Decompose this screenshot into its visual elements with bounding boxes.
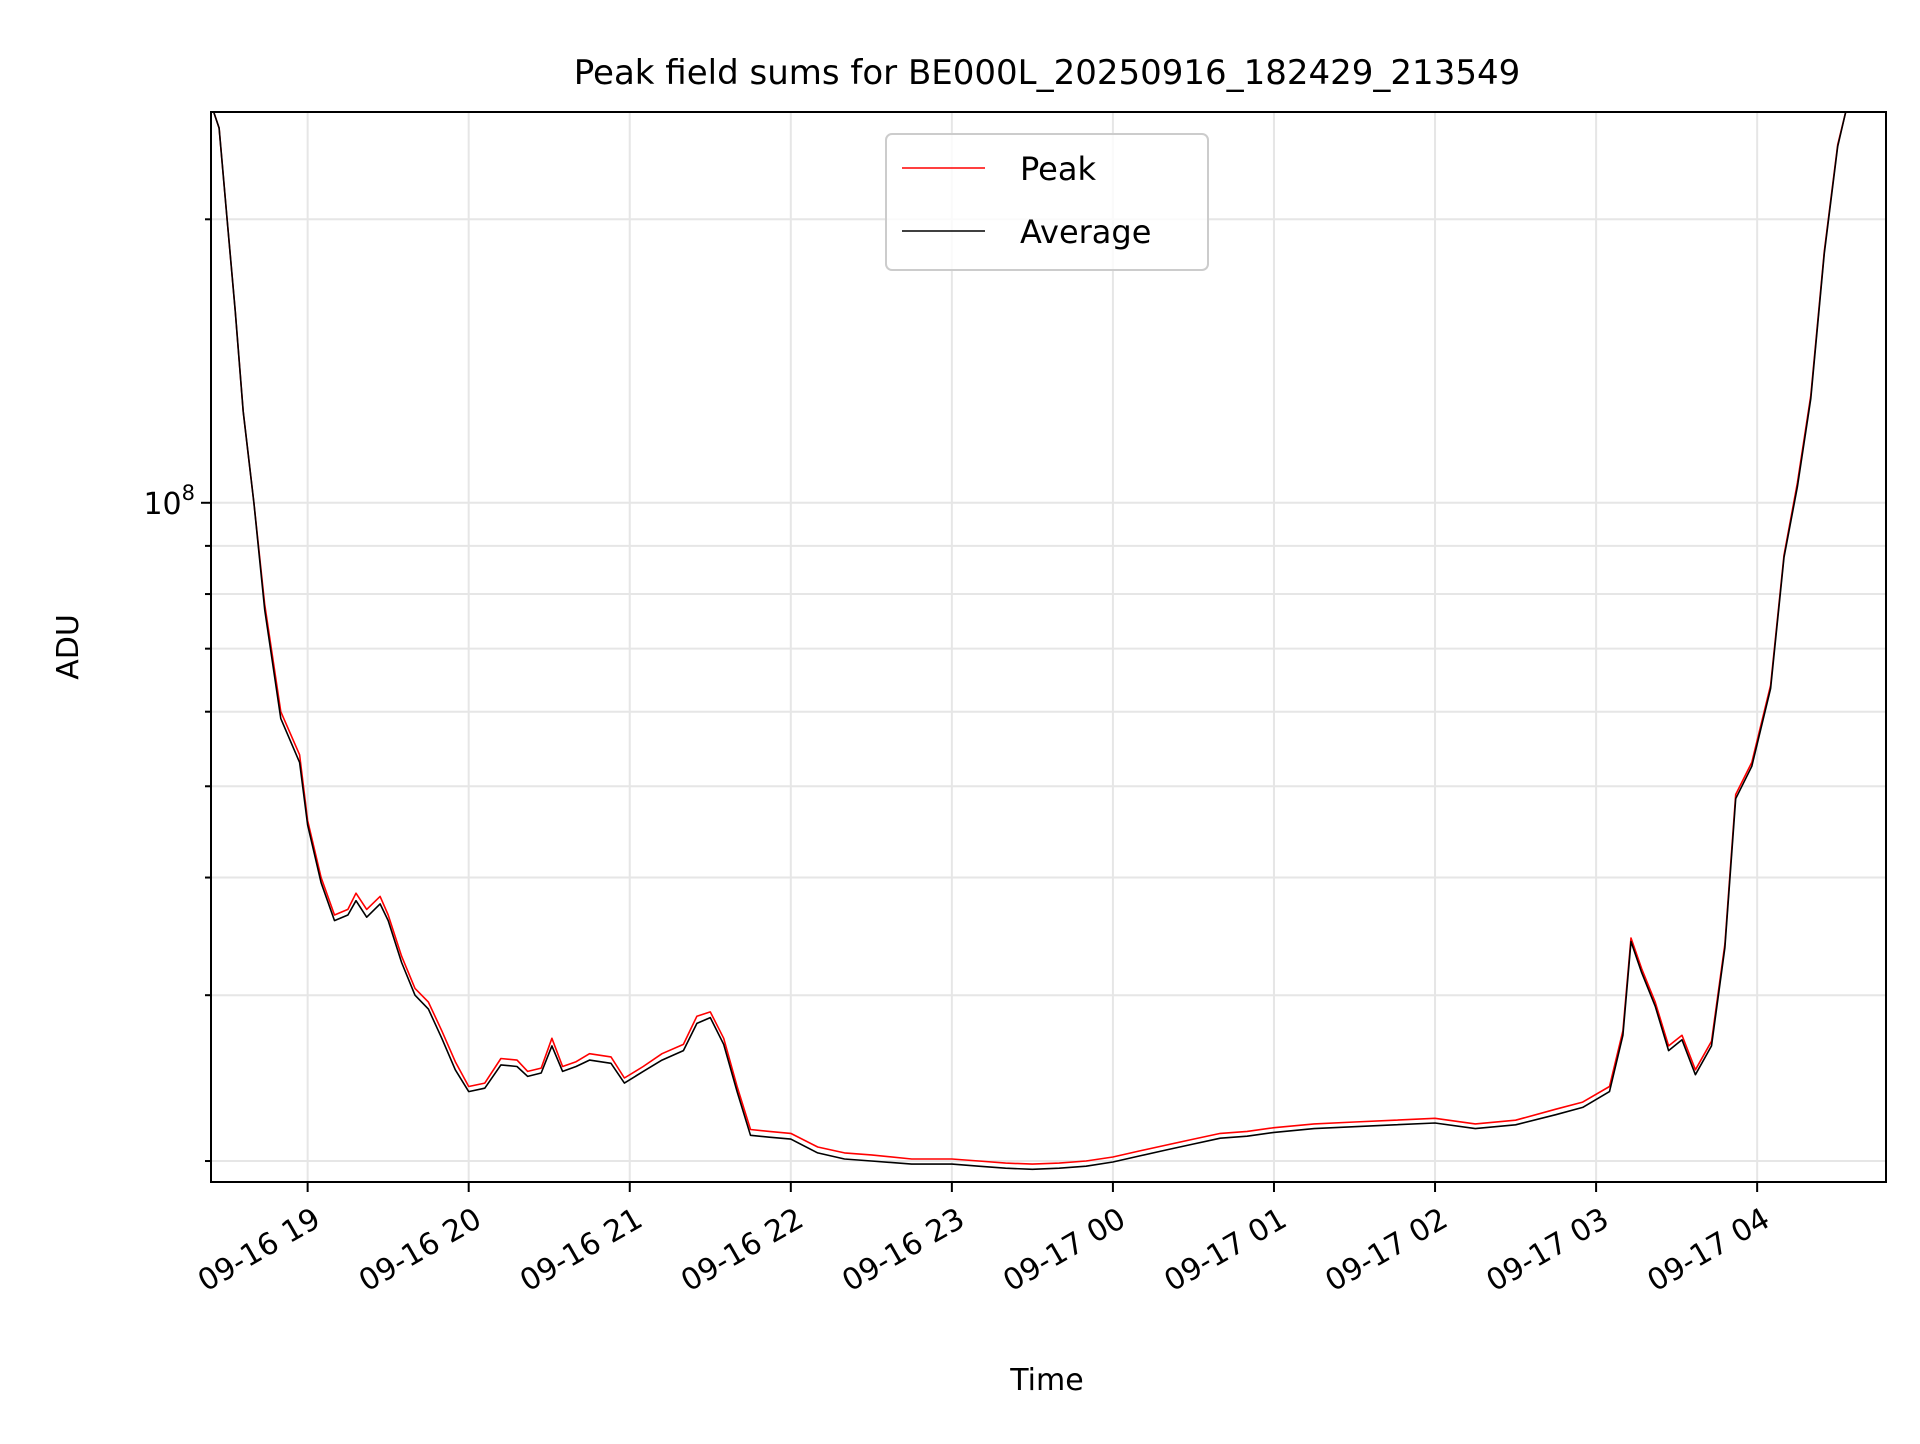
y-tick-label-base: 10 xyxy=(143,487,181,522)
legend: Peak Average xyxy=(885,133,1209,271)
chart-title: Peak field sums for BE000L_20250916_1824… xyxy=(574,53,1520,93)
grid-layer xyxy=(211,112,1886,1182)
y-tick-label: 108 xyxy=(143,481,195,522)
legend-average-label: Average xyxy=(1020,213,1151,251)
x-axis-label: Time xyxy=(1009,1363,1083,1398)
y-tick-label-exponent: 8 xyxy=(182,481,195,505)
plot-area-frame xyxy=(210,111,1887,1183)
series-line-peak xyxy=(212,112,1847,1165)
series-line-average xyxy=(212,112,1847,1171)
legend-peak-label: Peak xyxy=(1020,150,1096,188)
y-axis-label: ADU xyxy=(51,614,86,680)
series-layer xyxy=(212,112,1847,1171)
